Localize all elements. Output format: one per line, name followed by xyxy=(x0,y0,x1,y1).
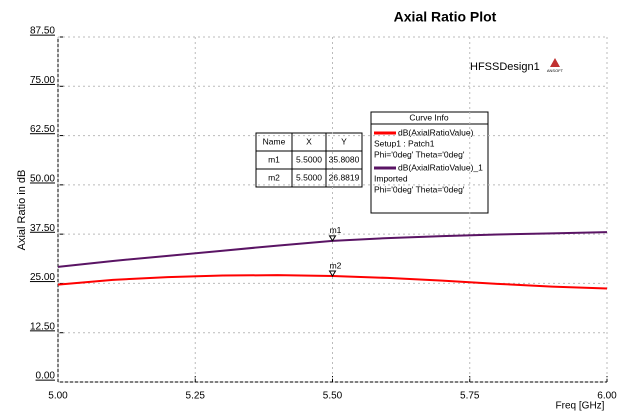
marker-label: m2 xyxy=(330,260,342,270)
y-tick-label: 87.50 xyxy=(30,26,55,37)
legend-info: Phi='0deg' Theta='0deg' xyxy=(374,184,465,194)
table-header: Name xyxy=(263,136,286,146)
design-label: HFSSDesign1 xyxy=(470,61,540,73)
marker-label: m1 xyxy=(330,225,342,235)
y-tick-label: 62.50 xyxy=(30,124,55,135)
table-header: Y xyxy=(341,136,347,146)
legend xyxy=(370,111,489,214)
table-cell: m1 xyxy=(268,154,280,164)
x-tick-label: 5.00 xyxy=(48,391,68,402)
legend-info: Imported xyxy=(374,173,408,183)
logo xyxy=(550,58,560,67)
table-cell: m2 xyxy=(268,172,280,182)
y-tick-label: 12.50 xyxy=(30,321,55,332)
table-cell: 5.5000 xyxy=(296,172,322,182)
logo-text: ANSOFT xyxy=(547,68,564,73)
y-tick-label: 37.50 xyxy=(30,223,55,234)
table-cell: 26.8819 xyxy=(329,172,360,182)
x-tick-label: 5.75 xyxy=(460,391,480,402)
legend-label: dB(AxialRatioValue) xyxy=(398,127,474,137)
x-tick-label: 6.00 xyxy=(597,391,617,402)
legend-info: Setup1 : Patch1 xyxy=(374,138,435,148)
table-cell: 35.8080 xyxy=(329,154,360,164)
legend-title: Curve Info xyxy=(409,112,448,122)
y-axis-label: Axial Ratio in dB xyxy=(16,170,28,251)
x-tick-label: 5.50 xyxy=(323,391,343,402)
y-tick-label: 75.00 xyxy=(30,75,55,86)
marker xyxy=(328,270,337,277)
y-tick-label: 0.00 xyxy=(36,371,56,382)
y-tick-label: 25.00 xyxy=(30,272,55,283)
legend-info: Phi='0deg' Theta='0deg' xyxy=(374,149,465,159)
y-tick-label: 50.00 xyxy=(30,173,55,184)
x-tick-label: 5.25 xyxy=(186,391,206,402)
legend-label: dB(AxialRatioValue)_1 xyxy=(398,162,483,172)
table-cell: 5.5000 xyxy=(296,154,322,164)
marker-table xyxy=(255,132,363,188)
x-axis-label: Freq [GHz] xyxy=(556,401,605,412)
marker xyxy=(328,235,337,242)
chart-title: Axial Ratio Plot xyxy=(394,9,497,25)
table-header: X xyxy=(306,136,312,146)
